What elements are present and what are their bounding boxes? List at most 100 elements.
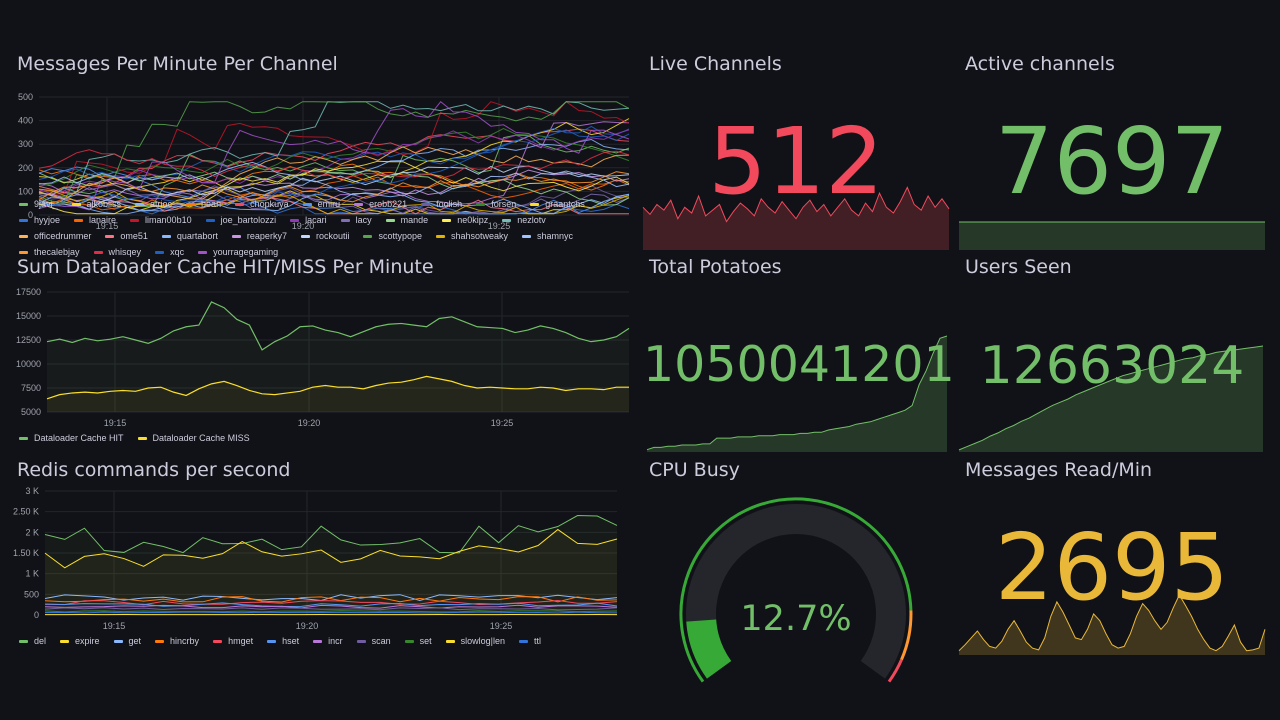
x-tick-label: 19:20 [298,418,321,428]
legend-item[interactable]: shamnyc [522,228,573,244]
panel-title: Messages Read/Min [965,459,1153,481]
panel-title: Total Potatoes [649,256,782,278]
legend-item[interactable]: ttl [519,633,541,649]
gauge-value-arc [686,619,732,679]
legend-item[interactable]: chopkuya [235,196,289,212]
y-tick-label: 500 [24,589,39,599]
legend-item[interactable]: xqc [155,244,184,260]
legend-item[interactable]: quartabort [161,228,218,244]
legend-swatch [71,202,81,206]
legend-item[interactable]: lacy [340,212,372,228]
legend-item[interactable]: ome51 [105,228,148,244]
series-line [38,193,630,214]
cache-chart[interactable]: 5000 7500 10000 12500 15000 17500 19:15 19:20 19… [16,287,630,438]
legend-item[interactable]: emiru [302,196,340,212]
x-tick-label: 19:15 [103,621,126,631]
legend-item[interactable]: Dataloader Cache HIT [19,430,124,446]
legend-item[interactable]: foolish [421,196,462,212]
legend-label: quartabort [176,231,218,241]
messages-chart[interactable]: 0 100 200 300 400 500 19:15 19:20 19:25 [17,91,630,231]
legend-item[interactable]: get [113,633,141,649]
legend-item[interactable]: Dataloader Cache MISS [137,430,250,446]
panel-title: Users Seen [965,256,1072,278]
active-channels-sparkline [959,221,1265,250]
legend-label: hincrby [170,636,200,646]
series-line [38,188,630,215]
legend-item[interactable]: graantchs [530,196,585,212]
legend-label: nezlotv [517,215,546,225]
legend-label: hset [282,636,300,646]
legend-item[interactable]: hincrby [155,633,199,649]
legend-item[interactable]: lanaire [74,212,116,228]
series-area [45,529,617,615]
sparkline-area [643,187,949,250]
series-line [44,607,618,611]
legend-item[interactable]: expire [60,633,100,649]
series-line [44,610,618,613]
legend-item[interactable]: lacari [290,212,327,228]
legend-swatch [300,234,310,238]
series-line [38,149,630,180]
legend-item[interactable]: hyyjoe [19,212,60,228]
legend-item[interactable]: reaperky7 [231,228,287,244]
legend-label: slowlog|len [460,636,506,646]
legend-item[interactable]: yourragegaming [198,244,278,260]
legend-item[interactable]: hmget [213,633,253,649]
legend-label: liman00b10 [145,215,192,225]
legend-item[interactable]: mande [385,212,428,228]
y-tick-label: 10000 [16,359,41,369]
legend-label: shahsotweaky [451,231,509,241]
legend-swatch [445,639,455,643]
sparkline-area [647,336,947,452]
legend-item[interactable]: rockoutii [300,228,349,244]
legend-item[interactable]: del [19,633,46,649]
legend-label: del [34,636,47,646]
total-potatoes-panel: Total Potatoes 1050041201 [643,256,955,453]
legend-item[interactable]: scan [356,633,391,649]
legend-item[interactable]: shahsotweaky [436,228,508,244]
legend-label: hyyjoe [34,215,61,225]
legend-item[interactable]: incr [313,633,343,649]
legend-label: ttl [534,636,542,646]
legend-item[interactable]: forsen [476,196,516,212]
legend-swatch [522,234,532,238]
legend-item[interactable]: ne0kipz [442,212,488,228]
legend-item[interactable]: liman00b10 [130,212,192,228]
legend-label: aikobliss [86,199,122,209]
legend-swatch [205,218,215,222]
legend-item[interactable]: bean [186,196,221,212]
active-channels-value: 7697 [994,108,1230,215]
legend-label: foolish [436,199,463,209]
redis-chart[interactable]: 0 500 1 K 1.50 K 2 K 2.50 K 3 K 19:15 19:20 19:25 [13,486,629,639]
legend-item[interactable]: erobb221 [354,196,407,212]
legend-item[interactable]: scottypope [363,228,422,244]
series-line [44,602,618,607]
legend-label: bean [201,199,222,209]
legend-item[interactable]: hset [267,633,299,649]
legend-item[interactable]: 9javi_ [19,196,58,212]
legend-item[interactable]: thecalebjay [19,244,80,260]
legend-item[interactable]: aikobliss [71,196,122,212]
legend-label: chopkuya [250,199,289,209]
legend-label: Dataloader Cache MISS [152,433,250,443]
legend-swatch [363,234,373,238]
legend-swatch [302,202,312,206]
legend-swatch [404,639,414,643]
x-tick-label: 19:20 [292,221,315,231]
series-area [47,376,629,412]
cache-legend: Dataloader Cache HIT Dataloader Cache MIS… [19,430,619,446]
legend-item[interactable]: joe_bartolozzi [205,212,276,228]
legend-item[interactable]: atrioc [135,196,172,212]
messages-read-sparkline [958,593,1266,655]
legend-label: incr [328,636,343,646]
legend-item[interactable]: nezlotv [502,212,546,228]
messages-read-value: 2695 [994,514,1230,621]
legend-item[interactable]: set [404,633,432,649]
legend-item[interactable]: whisqey [93,244,141,260]
gauge-threshold-green [679,497,913,683]
legend-item[interactable]: officedrummer [19,228,91,244]
series-line [44,528,618,569]
cpu-busy-gauge [679,497,913,683]
y-tick-label: 2.50 K [13,507,39,517]
legend-item[interactable]: slowlog|len [445,633,506,649]
